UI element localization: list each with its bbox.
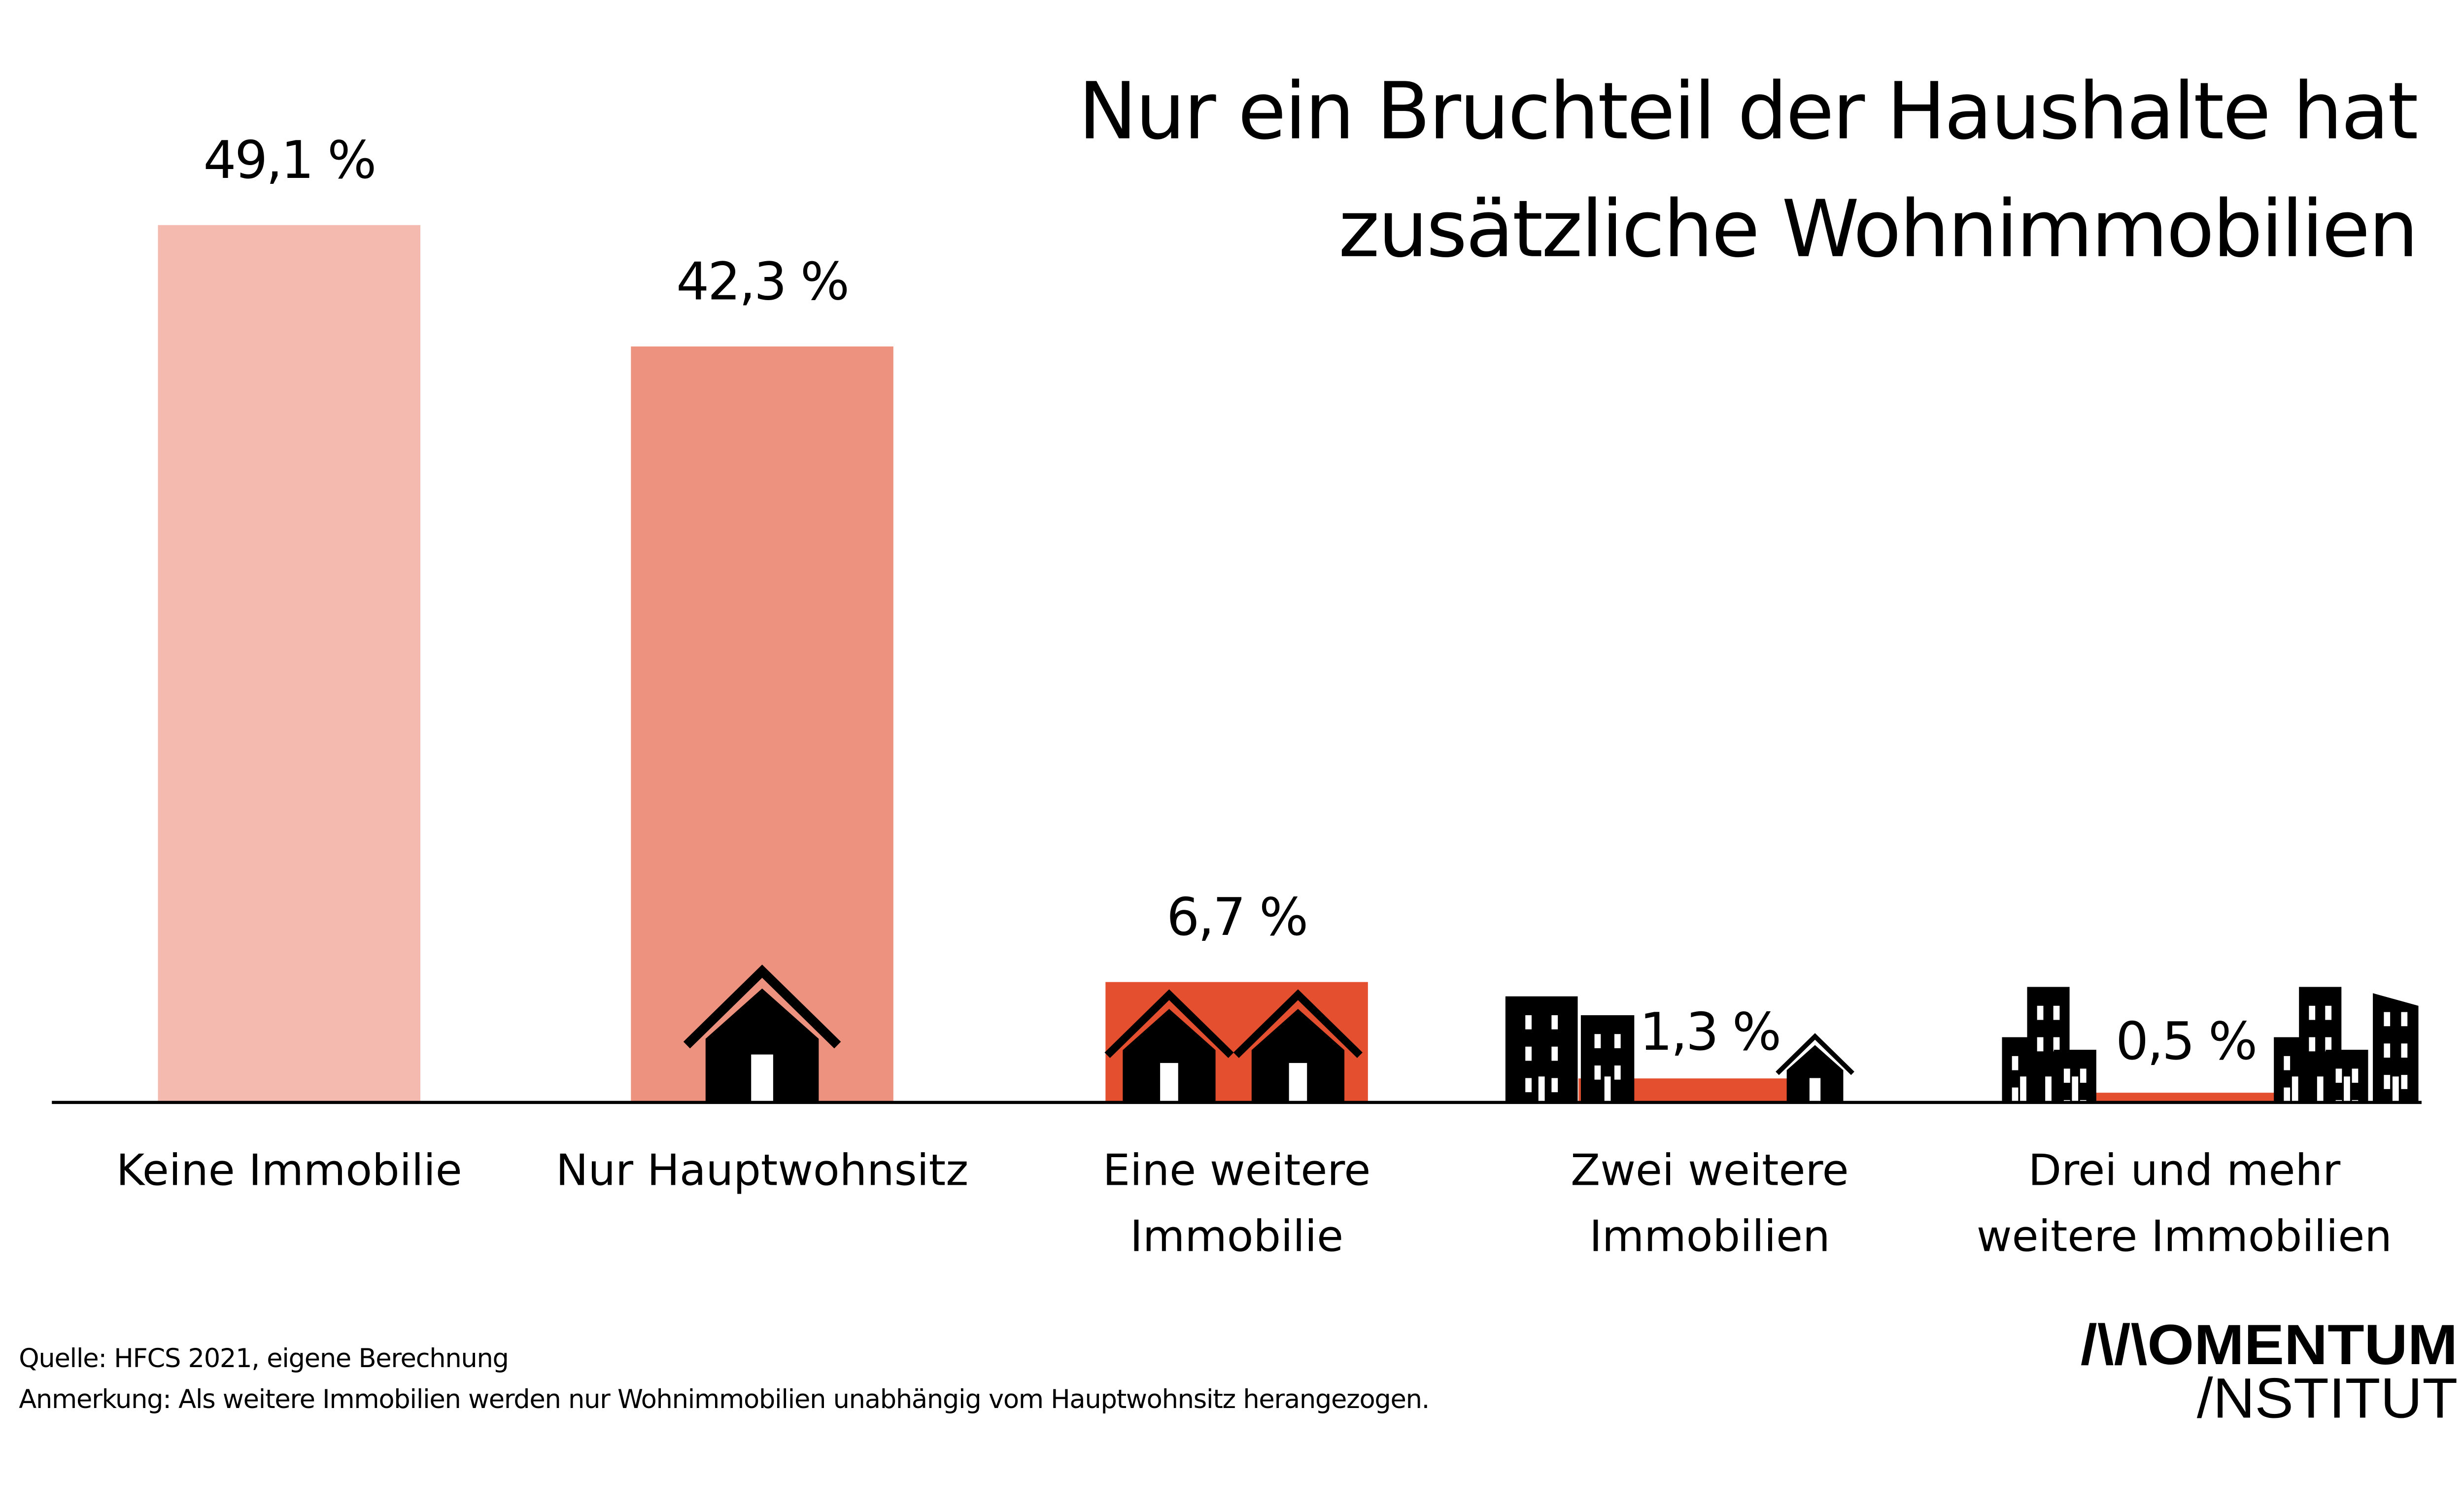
category-label-5: weitere Immobilien bbox=[1977, 1211, 2392, 1261]
bar-chart: Nur ein Bruchteil der Haushalte hat zusä… bbox=[19, 66, 2458, 1429]
svg-text:/\/\OMENTUM: /\/\OMENTUM bbox=[2081, 1313, 2458, 1376]
building-icon bbox=[2053, 1050, 2096, 1146]
category-label-1: Keine Immobilie bbox=[116, 1145, 462, 1195]
value-label-1: 49,1 % bbox=[203, 130, 375, 190]
footnote: Anmerkung: Als weitere Immobilien werden… bbox=[19, 1384, 1429, 1414]
value-label-3: 6,7 % bbox=[1166, 887, 1307, 947]
svg-text:/NSTITUT: /NSTITUT bbox=[2197, 1367, 2458, 1428]
house-icon bbox=[1104, 989, 1234, 1102]
bar-2 bbox=[631, 346, 893, 1102]
category-label-3: Immobilie bbox=[1130, 1211, 1343, 1261]
category-label-3: Eine weitere bbox=[1103, 1145, 1371, 1195]
value-label-2: 42,3 % bbox=[676, 251, 848, 311]
source-note: Quelle: HFCS 2021, eigene Berechnung bbox=[19, 1343, 508, 1374]
chart-title-line-2: zusätzliche Wohnimmobilien bbox=[1338, 183, 2417, 275]
category-label-2: Nur Hauptwohnsitz bbox=[556, 1145, 968, 1195]
building-icon bbox=[1505, 996, 1578, 1102]
value-label-5: 0,5 % bbox=[2116, 1011, 2256, 1071]
momentum-institut-logo: /\/\OMENTUM /NSTITUT bbox=[2081, 1313, 2458, 1429]
chart-title-line-1: Nur ein Bruchteil der Haushalte hat bbox=[1078, 66, 2417, 157]
house-icon bbox=[683, 964, 841, 1102]
category-label-4: Immobilien bbox=[1589, 1211, 1830, 1261]
value-label-4: 1,3 % bbox=[1640, 1001, 1780, 1062]
chart-title: Nur ein Bruchteil der Haushalte hat zusä… bbox=[1078, 66, 2418, 275]
house-icon bbox=[1233, 989, 1363, 1102]
building-icon bbox=[2373, 993, 2419, 1184]
house-icon bbox=[1776, 1033, 1854, 1102]
bar-5 bbox=[2053, 1093, 2316, 1102]
building-icon bbox=[2326, 1050, 2368, 1146]
category-label-4: Zwei weitere bbox=[1571, 1145, 1848, 1195]
bar-1 bbox=[158, 225, 420, 1102]
category-label-5: Drei und mehr bbox=[2028, 1145, 2341, 1195]
building-icon bbox=[1580, 1015, 1635, 1102]
